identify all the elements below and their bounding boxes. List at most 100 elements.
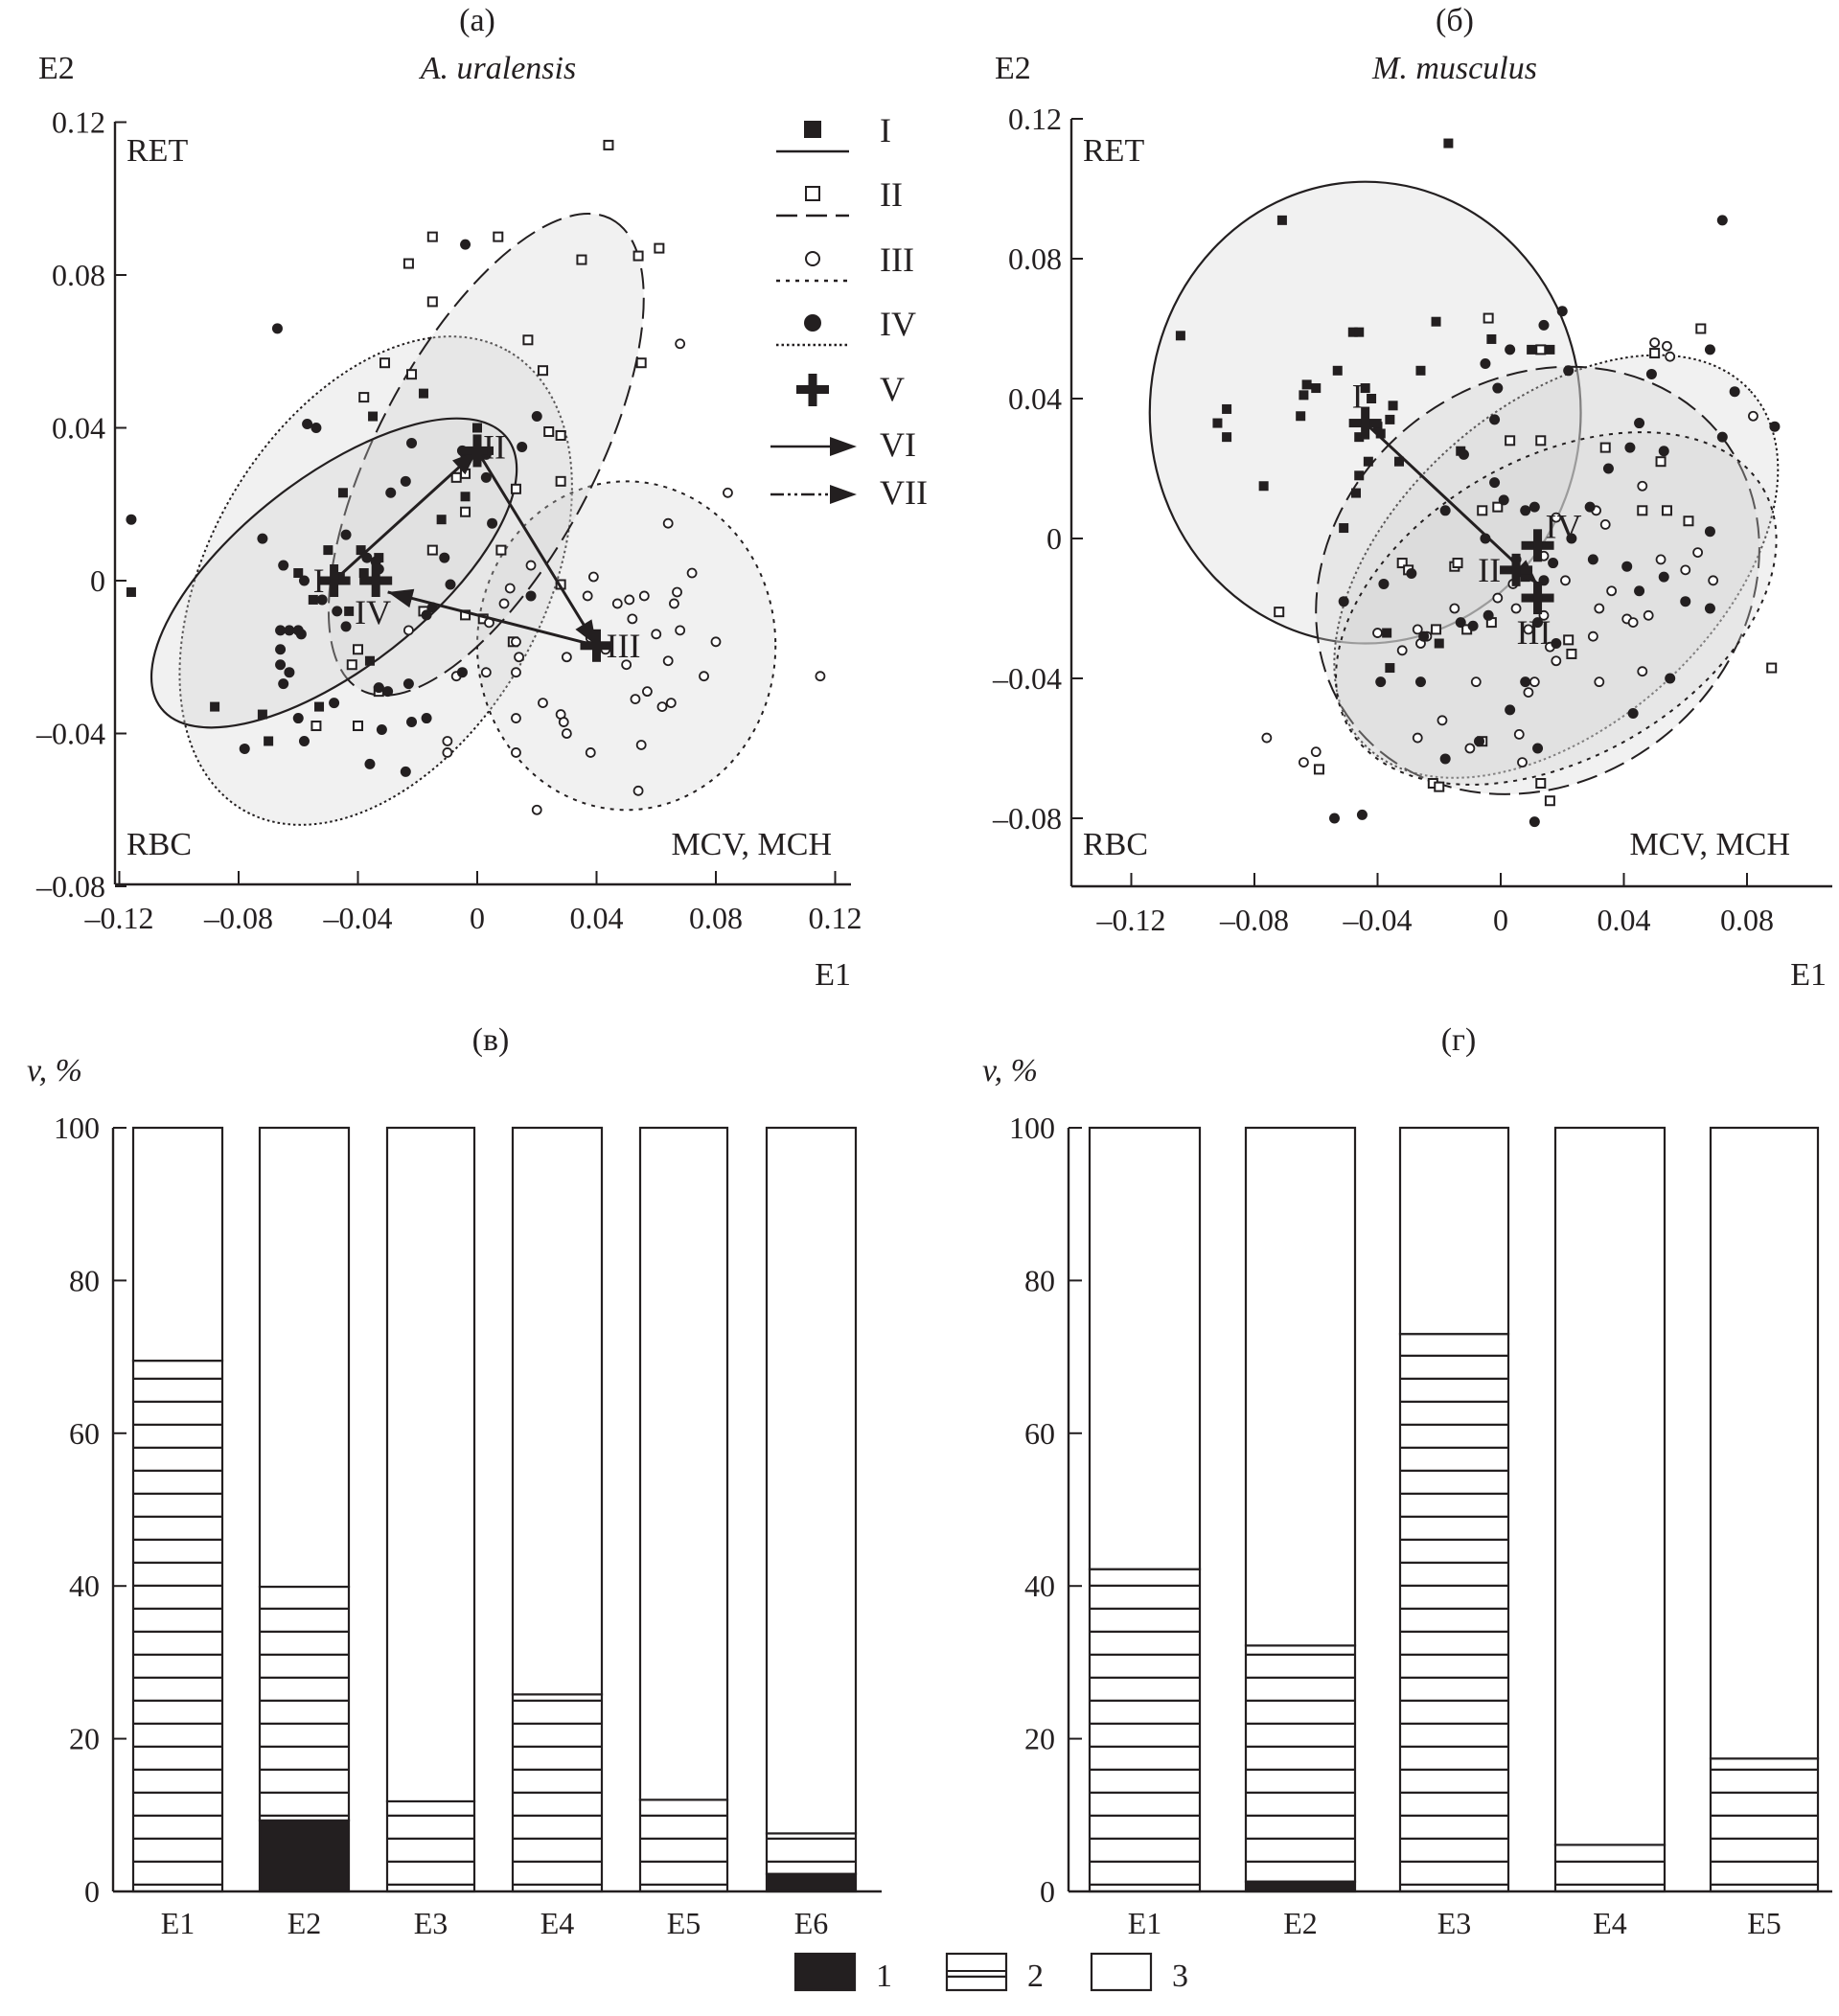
point-ii: [450, 471, 462, 483]
point-ii: [1492, 501, 1504, 513]
point-ii: [543, 425, 555, 437]
point-iii: [480, 667, 492, 678]
point-iii: [1529, 676, 1540, 688]
point-iv: [1624, 442, 1636, 453]
point-iii: [611, 598, 623, 609]
x-axis-label-a: E1: [815, 957, 851, 993]
point-ii: [426, 544, 438, 556]
legend-label: I: [880, 111, 891, 149]
point-i: [1222, 403, 1232, 414]
point-iv: [421, 713, 432, 724]
point-i: [293, 568, 304, 579]
point-i: [1299, 390, 1309, 401]
y-axis-label-b: E2: [995, 51, 1031, 86]
point-iv: [284, 625, 295, 636]
bar-segment-e2-s1: [258, 1819, 351, 1893]
point-iv: [275, 659, 287, 671]
point-ii: [1535, 435, 1547, 447]
bars-v: [131, 1126, 858, 1893]
y-tick-label: 100: [1009, 1111, 1055, 1145]
corner-label-mcv-a: MCV, MCH: [671, 827, 832, 862]
point-iv: [1458, 448, 1469, 460]
point-iv: [1566, 533, 1577, 544]
legend-item-iv: IV: [776, 305, 916, 347]
point-ii: [1695, 323, 1707, 334]
point-iv: [1483, 609, 1494, 621]
point-iv: [1548, 558, 1559, 569]
bar-segment-e3-s3: [1398, 1126, 1510, 1336]
point-iv: [1455, 617, 1466, 629]
point-iv: [1439, 505, 1451, 516]
point-iv: [364, 758, 376, 769]
point-i: [323, 545, 333, 556]
point-i: [1222, 432, 1232, 443]
point-iii: [561, 728, 572, 739]
point-ii: [493, 231, 504, 242]
point-iii: [642, 686, 653, 698]
point-iv: [1480, 358, 1491, 369]
point-iii: [1692, 547, 1703, 558]
legend-arrow-head-icon: [830, 437, 857, 456]
point-iii: [538, 698, 548, 708]
y-tick-label: 0: [84, 1874, 100, 1909]
point-iv: [1338, 596, 1349, 607]
point-ii: [1274, 607, 1285, 618]
point-i: [1415, 365, 1426, 376]
point-iv: [278, 560, 289, 571]
y-tick-label: 0.12: [1008, 102, 1062, 136]
point-iii: [587, 571, 599, 583]
centroid-label: II: [1478, 551, 1501, 589]
point-i: [314, 701, 325, 712]
point-iii: [531, 804, 542, 815]
point-ii: [1313, 764, 1324, 775]
point-iv: [1665, 673, 1676, 684]
point-iii: [511, 636, 521, 648]
point-iv: [445, 579, 456, 590]
point-i: [1175, 331, 1185, 341]
y-tick-label: 60: [69, 1416, 100, 1451]
point-ii: [1396, 558, 1408, 569]
point-iii: [815, 671, 826, 682]
legend-label: VII: [880, 473, 928, 512]
legend-item-vii: VII: [770, 473, 928, 512]
point-iv: [1492, 382, 1504, 394]
point-iv: [126, 514, 137, 525]
arrow-line: [333, 449, 479, 583]
point-iv: [1634, 418, 1645, 429]
point-i: [1258, 481, 1269, 492]
point-i: [368, 411, 379, 422]
point-iii: [627, 613, 638, 625]
point-iii: [723, 487, 733, 498]
point-iv: [1356, 809, 1368, 820]
bar-segment-e3-s3: [385, 1126, 476, 1803]
point-i: [1347, 327, 1358, 337]
bar-segment-e2-s3: [1244, 1126, 1357, 1647]
point-iii: [662, 517, 674, 529]
x-tick-label: –0.12: [1096, 903, 1166, 937]
point-iv: [456, 667, 468, 678]
point-iv: [406, 437, 418, 448]
bar-segment-e4-s2: [511, 1693, 604, 1893]
bar-legend-item-3: 3: [1090, 1952, 1188, 1994]
point-iv: [1467, 620, 1479, 631]
point-iii: [504, 583, 516, 594]
point-ii: [1599, 442, 1611, 453]
point-iii: [1708, 575, 1719, 586]
centroid-plus-ii: [472, 434, 482, 468]
x-tick-label: –0.04: [323, 901, 393, 935]
point-i: [418, 388, 428, 399]
point-ii: [1452, 558, 1463, 569]
bar-segment-e4-s2: [1553, 1844, 1667, 1893]
y-tick-label: 20: [1024, 1722, 1055, 1756]
point-i: [1311, 383, 1322, 394]
point-i: [264, 736, 274, 746]
point-iii: [632, 785, 644, 796]
y-tick-label: –0.04: [35, 717, 105, 751]
point-iv: [316, 594, 328, 606]
legend-item-v: V: [796, 370, 905, 408]
point-iv: [421, 609, 432, 621]
point-iii: [442, 736, 453, 746]
point-iv: [1520, 505, 1531, 516]
y-tick-label: 0.04: [52, 411, 105, 446]
